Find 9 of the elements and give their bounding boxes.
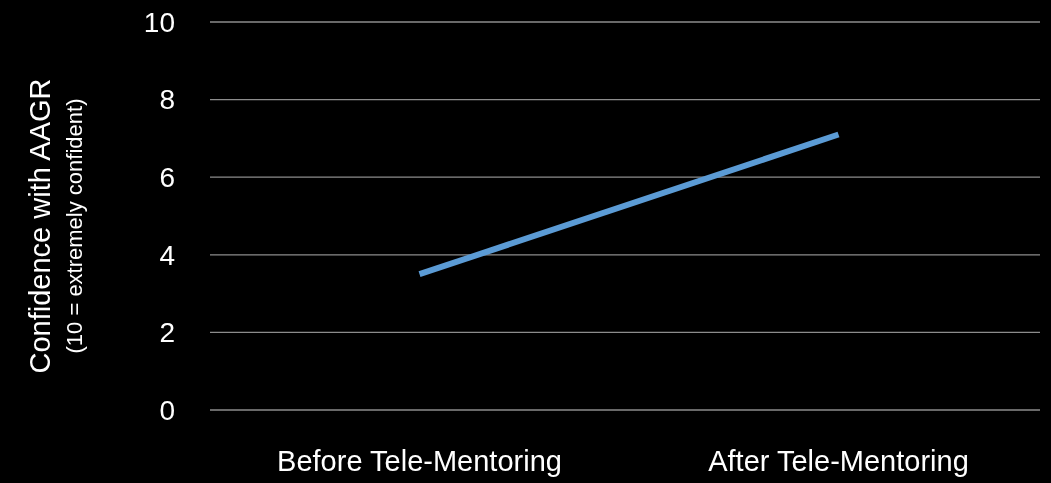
x-tick-label: After Tele-Mentoring [708, 445, 969, 477]
y-axis-title: Confidence with AAGR (10 = extremely confident) [24, 78, 87, 374]
y-tick-label: 2 [159, 317, 175, 349]
y-tick-label: 6 [159, 162, 175, 193]
x-tick-label: Before Tele-Mentoring [277, 445, 562, 477]
y-tick-label: 8 [159, 84, 175, 116]
y-tick-label: 10 [143, 6, 175, 38]
y-tick-label: 0 [159, 394, 175, 426]
y-tick-label: 4 [159, 239, 175, 271]
